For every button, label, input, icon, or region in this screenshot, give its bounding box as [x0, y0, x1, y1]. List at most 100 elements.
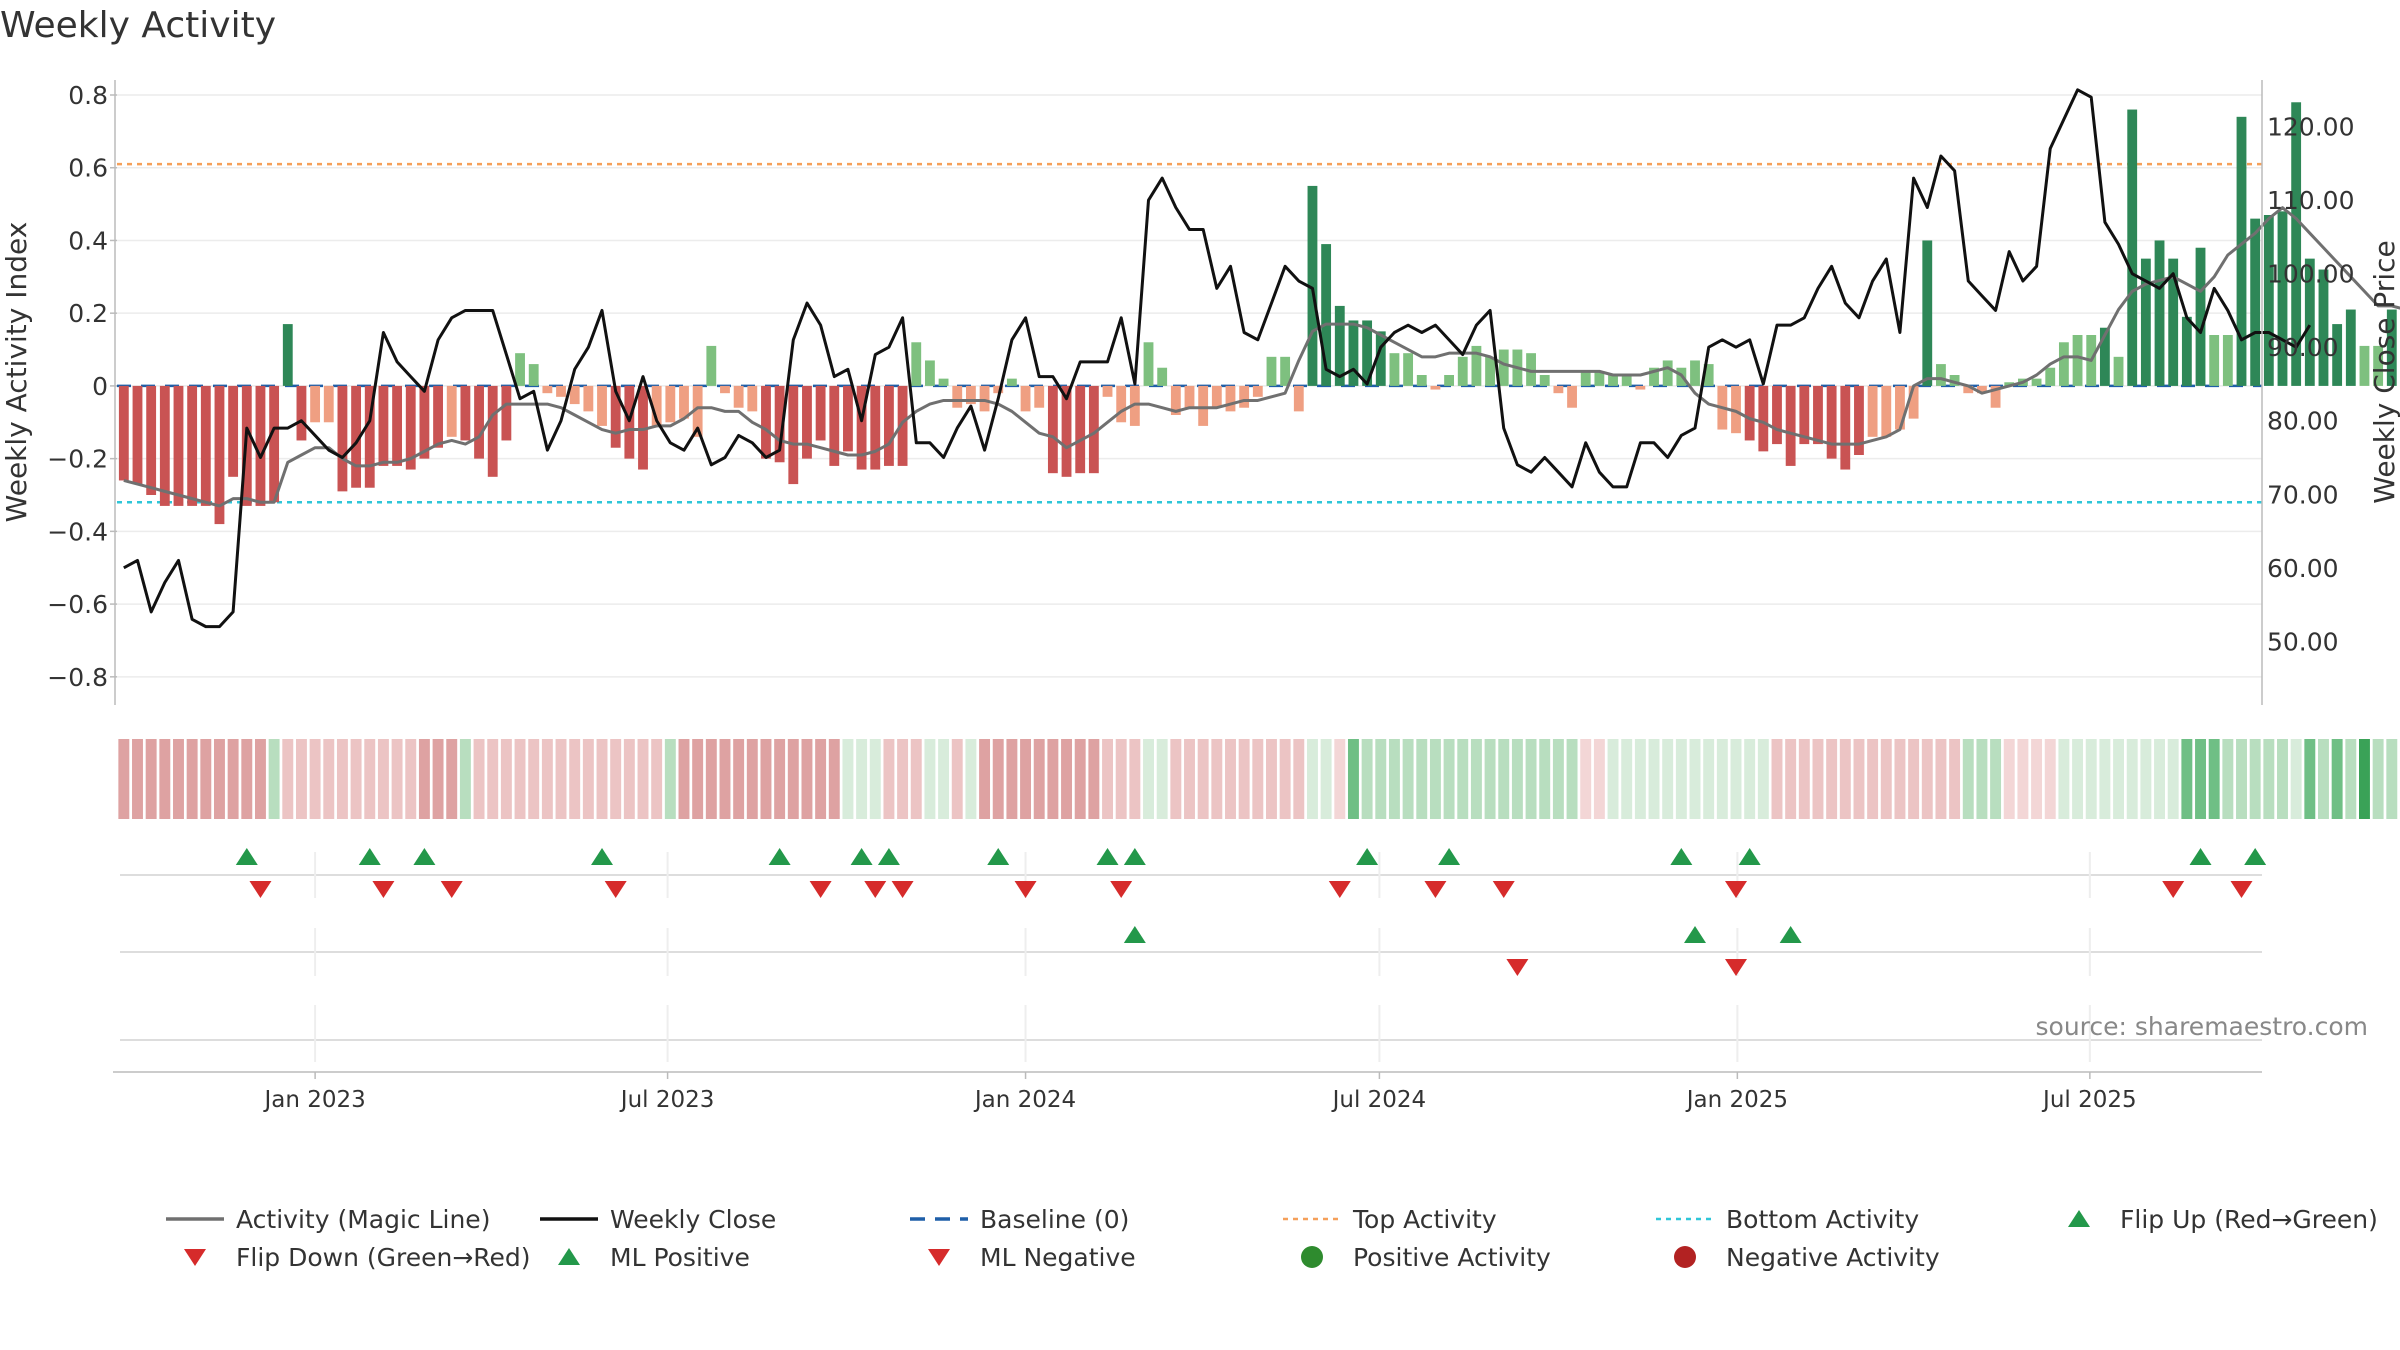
activity-square [2167, 739, 2179, 819]
activity-bar [774, 385, 785, 463]
activity-bar [460, 385, 471, 441]
activity-square [295, 739, 307, 819]
activity-bar [542, 385, 553, 394]
activity-square [992, 739, 1004, 819]
activity-square [2345, 739, 2357, 819]
activity-square [1648, 739, 1660, 819]
activity-bar [843, 385, 853, 452]
activity-bar [979, 385, 990, 412]
activity-square-strip [118, 739, 2400, 819]
activity-bar [1485, 356, 1495, 386]
activity-square [705, 739, 717, 819]
source-note: source: sharemaestro.com [2036, 1012, 2369, 1041]
activity-square [1566, 739, 1578, 819]
activity-bar [993, 385, 1004, 394]
activity-bar [2373, 345, 2384, 386]
activity-bar [1744, 385, 1755, 441]
activity-bar [1321, 244, 1332, 386]
activity-bar [569, 385, 580, 405]
activity-bar [1416, 375, 1427, 386]
flip-down-marker [1492, 881, 1515, 898]
activity-bar [364, 385, 375, 488]
activity-square [1388, 739, 1400, 819]
activity-bar [1922, 240, 1933, 386]
activity-bar [1116, 385, 1127, 423]
activity-bar [788, 385, 799, 485]
activity-square [2072, 739, 2084, 819]
activity-bar [1881, 385, 1892, 437]
activity-square [2140, 739, 2152, 819]
activity-bar [884, 385, 894, 466]
activity-square [1634, 739, 1646, 819]
activity-square [2331, 739, 2343, 819]
activity-square [1266, 739, 1277, 819]
activity-bar [200, 385, 211, 506]
activity-bar [351, 385, 362, 488]
weekly-close-line [123, 88, 2312, 629]
flip-down-marker [249, 881, 272, 898]
activity-bar [1170, 385, 1181, 415]
activity-square [1170, 739, 1182, 819]
flip-up-marker [768, 848, 791, 865]
flip-down-marker [809, 881, 832, 898]
activity-bar [2277, 211, 2288, 386]
activity-square [938, 739, 950, 819]
legend-label: Positive Activity [1353, 1243, 1551, 1272]
activity-square [1689, 739, 1701, 819]
activity-square [2386, 739, 2398, 819]
activity-bar [2209, 335, 2220, 386]
series-lines [123, 88, 2400, 629]
activity-square [1880, 739, 1892, 819]
activity-square [145, 739, 157, 819]
x-tick-label: Jan 2025 [1685, 1087, 1788, 1113]
activity-bar [2318, 269, 2329, 386]
activity-bar [965, 385, 976, 405]
activity-square [2249, 739, 2261, 819]
activity-square [1921, 739, 1933, 819]
activity-square [1033, 739, 1045, 819]
activity-bar [720, 385, 730, 394]
activity-bar [1813, 385, 1823, 445]
activity-square [2208, 739, 2220, 819]
activity-bar [2386, 309, 2397, 386]
flip-up-marker [235, 848, 258, 865]
activity-bar [583, 385, 594, 412]
activity-bar [487, 385, 498, 477]
activity-square [1935, 739, 1947, 819]
ml-negative-marker [1724, 959, 1747, 976]
activity-bar [132, 385, 143, 485]
flip-up-marker [1438, 848, 1461, 865]
activity-square [1894, 739, 1906, 819]
activity-square [569, 739, 581, 819]
x-tick-label: Jul 2024 [1331, 1087, 1427, 1113]
activity-bar [924, 360, 935, 386]
activity-bar [2250, 218, 2261, 386]
activity-bar [665, 385, 676, 423]
activity-bar [651, 385, 662, 426]
activity-bar [1772, 385, 1782, 445]
activity-square [733, 739, 745, 819]
axes: 0.8 0.6 0.4 0.2 0 −0.2 −0.4 −0.6 −0.8 120.00 110.0… [47, 80, 2354, 705]
activity-square [2222, 739, 2234, 819]
activity-bar [1088, 385, 1099, 474]
activity-square [1703, 739, 1715, 819]
activity-bar [2332, 324, 2343, 386]
activity-square [132, 739, 143, 819]
x-axis: Jan 2023 Jul 2023 Jan 2024 Jul 2024 Jan 2025… [113, 1071, 2262, 1113]
activity-bar [2263, 215, 2274, 386]
activity-bar [2058, 342, 2069, 386]
activity-square [1525, 739, 1537, 819]
activity-bar [1129, 385, 1140, 426]
activity-bar [897, 385, 908, 466]
activity-square [268, 739, 280, 819]
activity-square [1949, 739, 1961, 819]
legend-swatch-up-triangle [558, 1248, 580, 1265]
flip-up-marker [1738, 848, 1761, 865]
activity-bar [938, 378, 949, 386]
activity-square [336, 739, 348, 819]
y-left-tick-label: 0.4 [68, 226, 108, 255]
activity-bar [1690, 360, 1700, 386]
activity-square [2003, 739, 2015, 819]
activity-bar [2222, 335, 2233, 386]
activity-square [405, 739, 417, 819]
